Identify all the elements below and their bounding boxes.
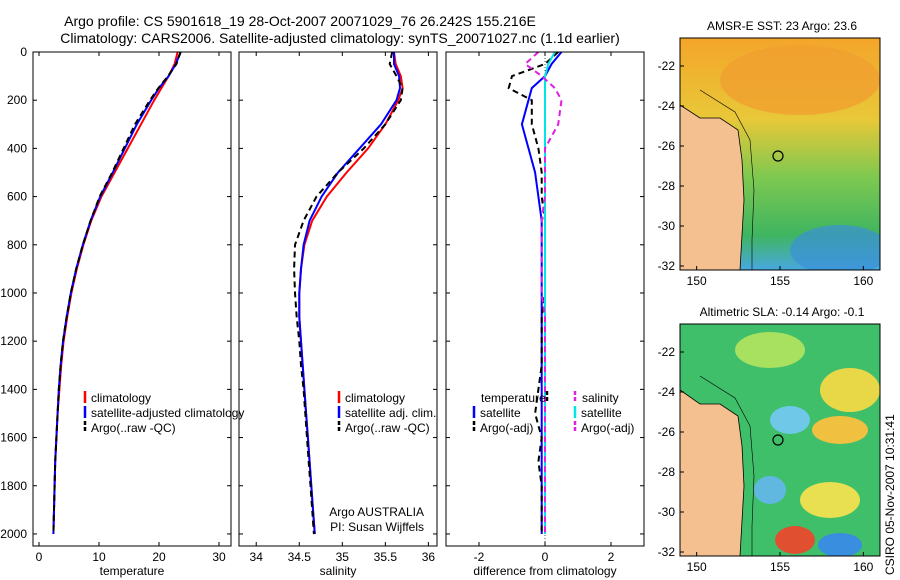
sst-land [680,104,745,270]
sla-float-marker [772,434,784,446]
map-y-tick-label-sla: -26 [658,425,676,439]
y-tick-label: 1600 [0,431,27,445]
sla-shelf-contour [699,375,755,556]
salinity-panel: 34 34.5 35 35.5 36 salinity climatologysatelli… [238,51,438,578]
series-line-temp-2 [52,51,182,535]
sla-patch-7 [775,526,815,554]
y-tick-label: 1200 [0,334,27,348]
sla-patch-4 [812,416,868,444]
sla-patch-2 [820,368,880,412]
map-y-tick-label-sla: -28 [658,465,676,479]
plot-frame-temp [32,51,232,547]
legend-label-diff-temp: satellite [480,406,521,420]
legend-label-sal: satellite adj. clim. [345,406,436,420]
sla-patch-1 [735,332,805,368]
map-y-tick-label-sla: -24 [658,385,676,399]
legend-label-diff-sal: satellite [581,406,622,420]
sst-cool-patch [790,225,880,270]
series-line-sal-2 [293,51,404,535]
map-x-tick-label-sla: 160 [853,560,873,574]
legend-label-diff-temp: Argo(-adj) [480,421,533,435]
legend-title-salinity: salinity [582,391,619,405]
sla-patch-8 [818,533,862,556]
sla-map-panel: Altimetric SLA: -0.14 Argo: -0.1 150 155 1… [658,305,881,574]
sla-patch-3 [770,406,810,434]
figure-title-line1: Argo profile: CS 5901618_19 28-Oct-2007 … [64,13,536,29]
series-line-temp-0 [52,51,179,535]
x-axis-label-diff: difference from climatology [473,564,616,578]
figure-title-line2: Climatology: CARS2006. Satellite-adjuste… [60,30,620,46]
sst-float-marker [772,150,784,162]
map-y-tick-label-sst: -26 [658,139,676,153]
y-tick-label: 800 [7,238,27,252]
y-tick-label: 0 [20,45,27,59]
legend-label-temp: satellite-adjusted climatology [91,406,244,420]
float-owner-annotation: Argo AUSTRALIA [329,505,424,519]
series-line-temp-1 [52,51,182,535]
map-y-tick-label-sst: -28 [658,179,676,193]
map-x-tick-label-sst: 155 [770,274,790,288]
x-axis-label-temp: temperature [100,564,165,578]
sla-patch-5 [754,476,786,504]
sla-land [680,389,745,556]
sla-patch-6 [800,482,860,518]
y-tick-label: 1800 [0,479,27,493]
legend-label-temp: Argo(..raw -QC) [91,421,176,435]
legend-label-sal: climatology [345,391,405,405]
legend-label-temp: climatology [91,391,151,405]
sla-map-title: Altimetric SLA: -0.14 Argo: -0.1 [700,305,865,319]
y-tick-label: 200 [7,93,27,107]
legend-label-sal: Argo(..raw -QC) [345,421,430,435]
sst-warm-patch [720,45,880,115]
map-x-tick-label-sla: 155 [770,560,790,574]
series-line-diff-3 [523,51,563,534]
x-tick-label-sal: 34 [250,550,264,564]
x-tick-label-diff: -2 [474,550,485,564]
legend-title-temperature: temperature [481,391,546,405]
sst-map-panel: AMSR-E SST: 23 Argo: 23.6 150 155 160 -22 -2… [658,19,881,288]
map-y-tick-label-sla: -30 [658,505,676,519]
temperature-panel: 0 10 20 30 0 200 400 600 800 1000 1200 1400 1600 1800… [0,45,244,578]
sst-shelf-contour [699,89,755,270]
x-tick-label-sal: 34.5 [288,550,312,564]
x-tick-label-diff: 2 [608,550,615,564]
x-tick-label-temp: 0 [36,550,43,564]
map-y-tick-label-sst: -22 [658,59,676,73]
y-tick-label: 1400 [0,382,27,396]
y-tick-label: 600 [7,190,27,204]
series-line-sal-0 [298,51,404,535]
x-tick-label-temp: 30 [212,550,226,564]
x-tick-label-sal: 35.5 [374,550,398,564]
x-tick-label-sal: 36 [422,550,436,564]
map-y-tick-label-sst: -32 [658,259,676,273]
y-tick-label: 400 [7,141,27,155]
plot-frame-sal [238,51,438,547]
map-y-tick-label-sla: -32 [658,545,676,559]
map-y-tick-label-sst: -30 [658,219,676,233]
float-pi-annotation: PI: Susan Wijffels [330,520,424,534]
series-line-diff-2 [544,51,556,534]
map-x-tick-label-sst: 160 [853,274,873,288]
x-tick-label-temp: 20 [152,550,166,564]
series-line-diff-0 [520,51,563,534]
map-x-tick-label-sla: 150 [687,560,707,574]
x-axis-label-sal: salinity [320,564,357,578]
x-tick-label-sal: 35 [336,550,350,564]
credit-stamp: CSIRO 05-Nov-2007 10:31:41 [883,414,897,575]
x-tick-label-temp: 10 [92,550,106,564]
series-line-diff-1 [507,51,559,534]
map-x-tick-label-sst: 150 [687,274,707,288]
legend-label-diff-sal: Argo(-adj) [581,421,634,435]
y-tick-label: 1000 [0,286,27,300]
x-tick-label-diff: 0 [542,550,549,564]
map-y-tick-label-sla: -22 [658,345,676,359]
y-tick-label: 2000 [0,527,27,541]
sst-map-title: AMSR-E SST: 23 Argo: 23.6 [707,19,857,33]
map-y-tick-label-sst: -24 [658,99,676,113]
